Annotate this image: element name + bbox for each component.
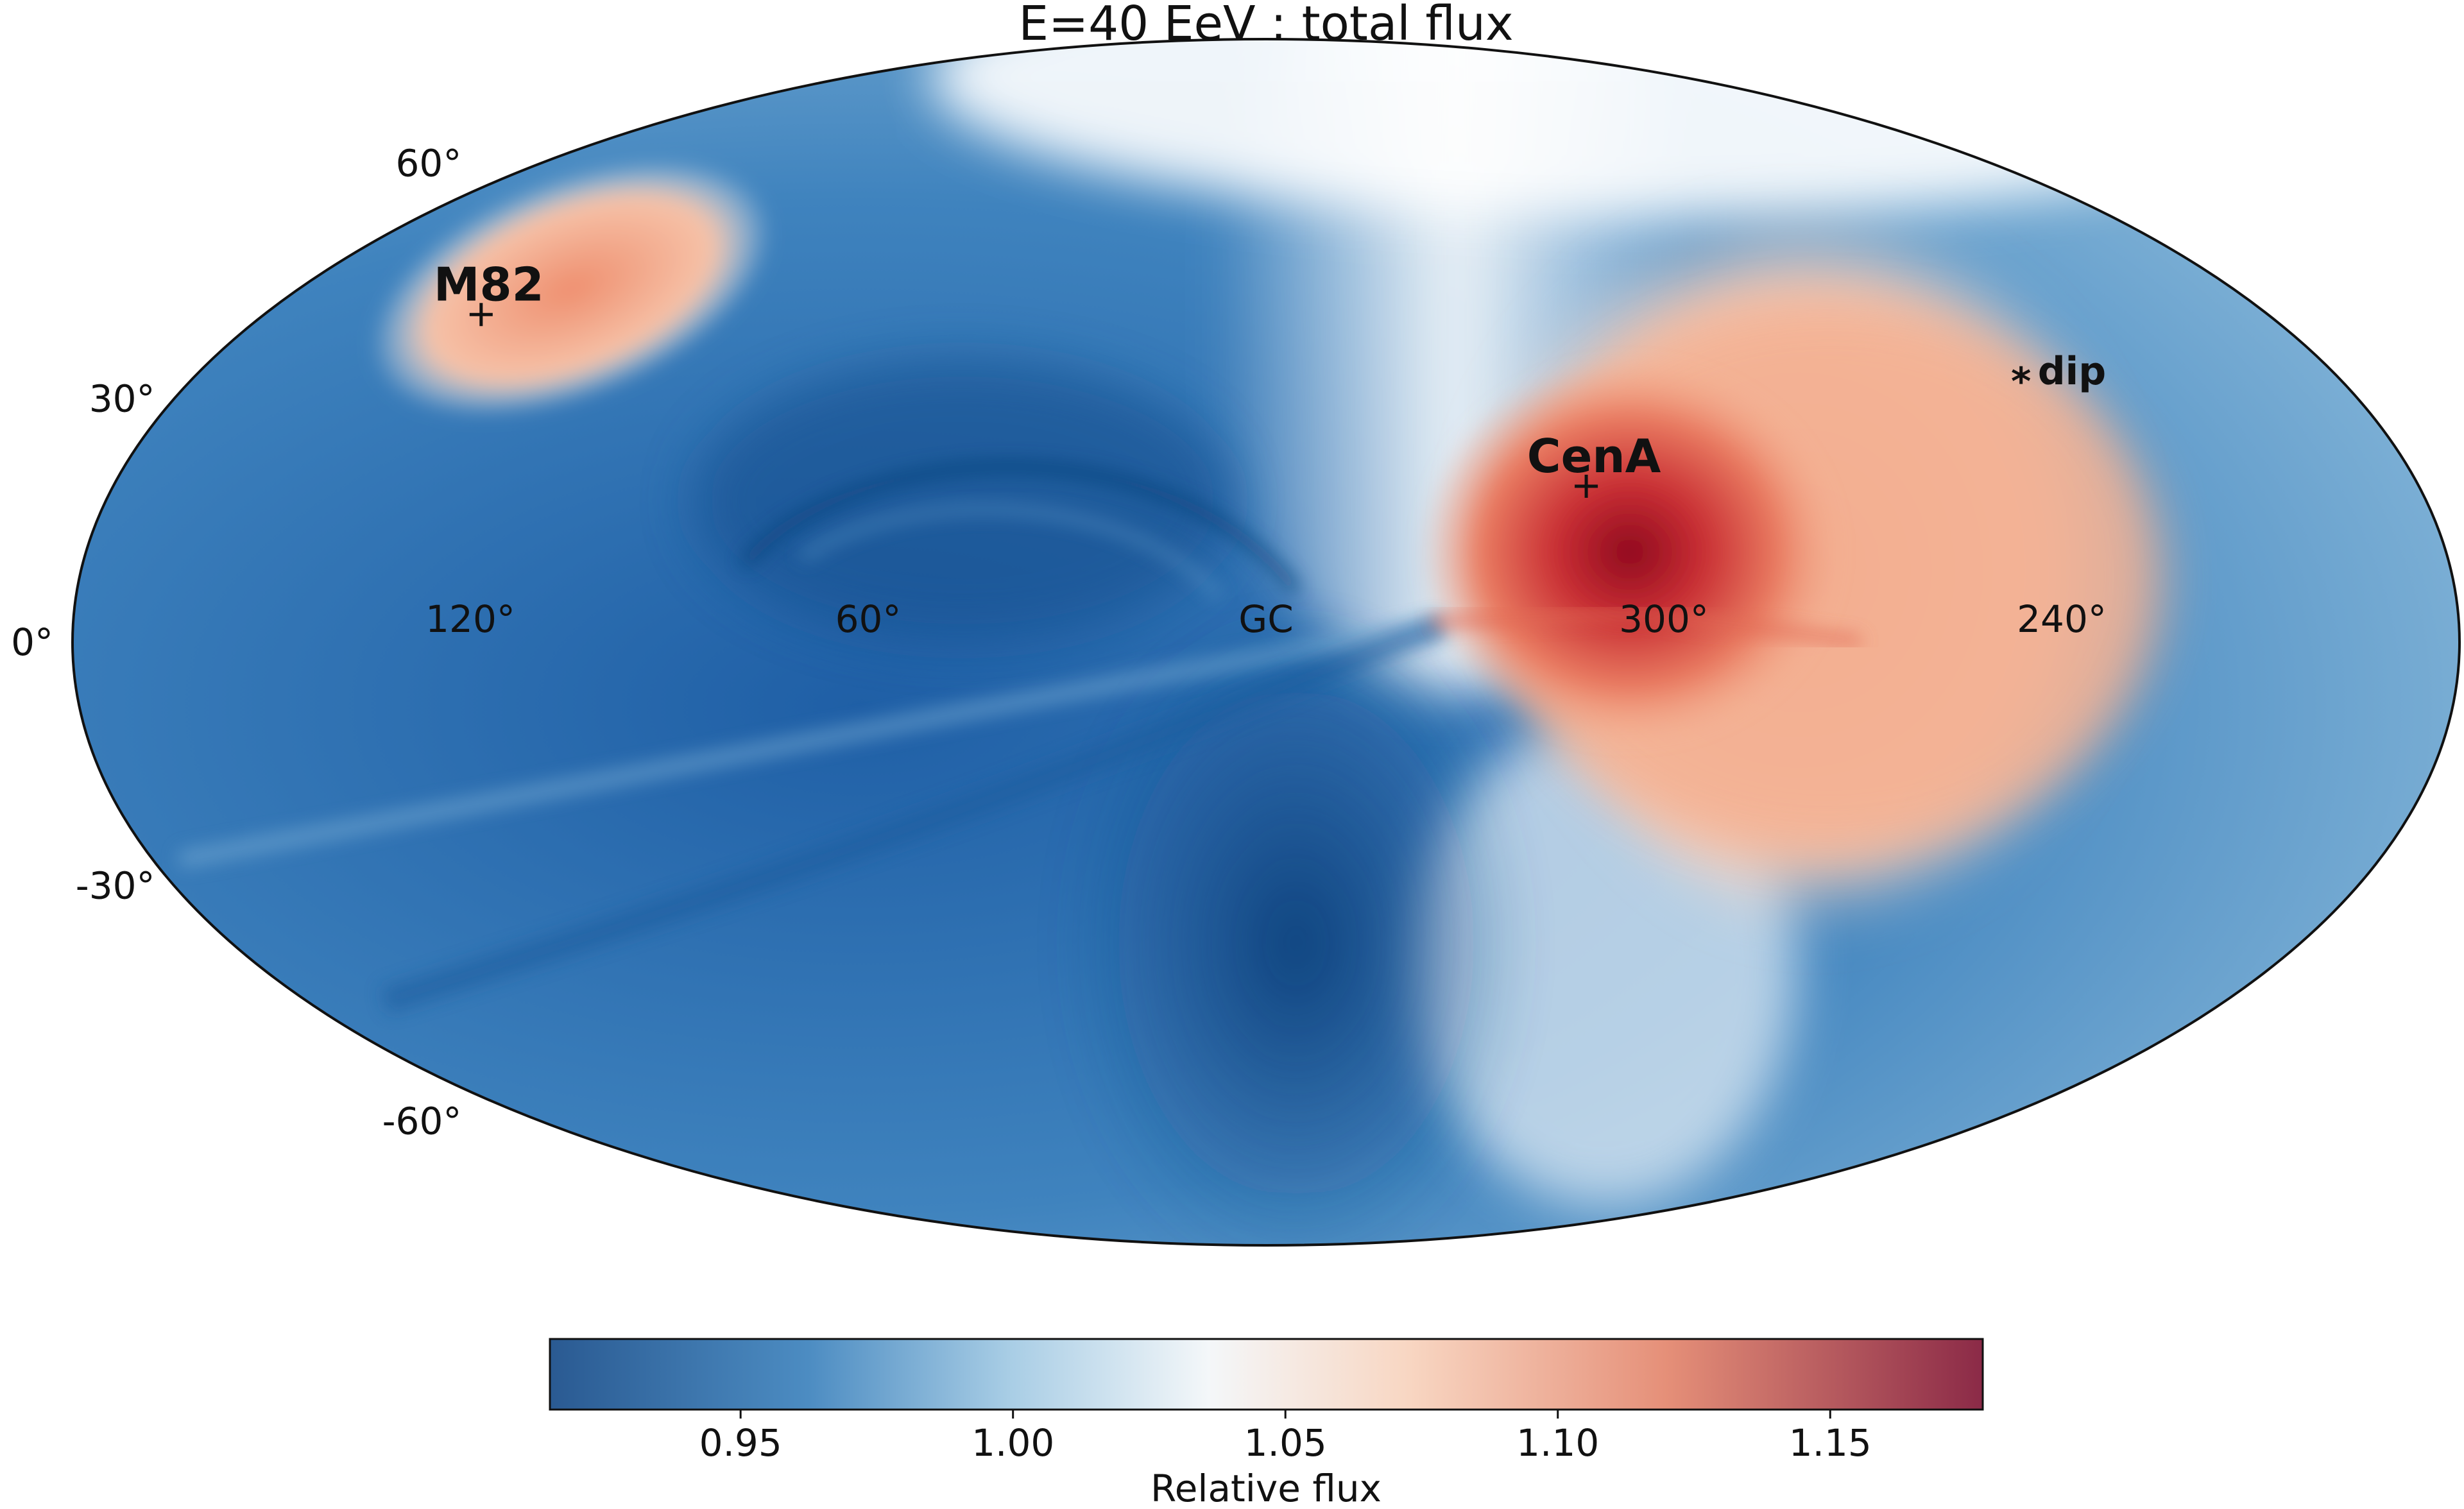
- star-marker: *: [2011, 359, 2031, 404]
- source-markers: M82 CenA * dip: [434, 257, 2106, 498]
- map-boundary: [71, 38, 2461, 1247]
- latitude-tick-labels: 60° 30° 0° -30° -60°: [11, 141, 461, 1143]
- latitude-tick-label: -30°: [76, 864, 155, 908]
- longitude-tick-label: 300°: [1619, 597, 1709, 641]
- longitude-tick-label: 60°: [835, 597, 902, 641]
- latitude-tick-label: 60°: [396, 141, 462, 185]
- source-marker-m82: M82: [434, 257, 544, 327]
- colorbar-tick-label: 1.00: [971, 1421, 1054, 1465]
- colorbar-label: Relative flux: [1151, 1467, 1382, 1509]
- latitude-tick-label: 30°: [89, 377, 155, 420]
- colorbar-gradient: [549, 1338, 1984, 1411]
- source-label: CenA: [1527, 429, 1661, 483]
- longitude-tick-label: GC: [1238, 597, 1293, 641]
- source-marker-cena: CenA: [1527, 429, 1661, 498]
- colorbar-tick-label: 1.10: [1516, 1421, 1599, 1465]
- longitude-tick-label: 120°: [425, 597, 515, 641]
- latitude-tick-label: -60°: [382, 1100, 462, 1143]
- source-label: dip: [2038, 349, 2106, 394]
- longitude-tick-labels: 120° 60° GC 300° 240°: [425, 597, 2107, 641]
- latitude-tick-label: 0°: [11, 620, 53, 664]
- source-marker-dip: * dip: [2011, 349, 2106, 404]
- colorbar-tick-label: 0.95: [699, 1421, 782, 1465]
- colorbar-ticks: 0.95 1.00 1.05 1.10 1.15: [699, 1410, 1872, 1465]
- colorbar: 0.95 1.00 1.05 1.10 1.15 Relative flux: [549, 1338, 1984, 1509]
- source-label: M82: [434, 257, 544, 311]
- longitude-tick-label: 240°: [2017, 597, 2107, 641]
- colorbar-tick-label: 1.05: [1244, 1421, 1327, 1465]
- colorbar-tick-label: 1.15: [1789, 1421, 1872, 1465]
